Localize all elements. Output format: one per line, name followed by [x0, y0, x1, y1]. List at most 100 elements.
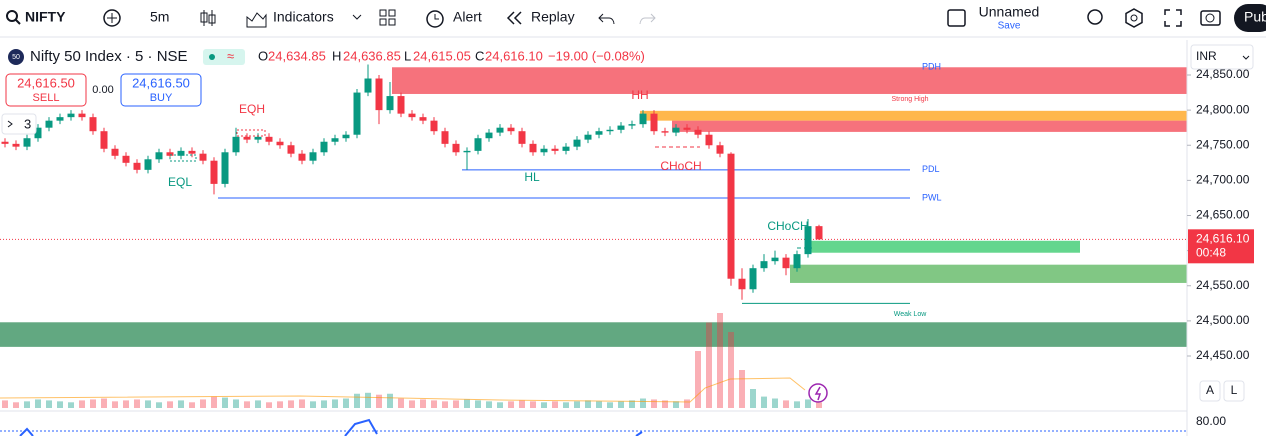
replay[interactable]: Replay: [531, 9, 575, 25]
candle-body: [320, 141, 328, 153]
candle-body: [188, 150, 196, 154]
publish[interactable]: Pub: [1244, 9, 1266, 25]
candle-body: [562, 146, 570, 151]
save[interactable]: Save: [998, 21, 1021, 32]
volume-bar: [464, 399, 470, 408]
candle-body: [474, 138, 482, 151]
volume-bar: [695, 351, 701, 408]
candle-body: [518, 131, 526, 144]
volume-bar: [255, 400, 261, 408]
volume-bar: [354, 393, 360, 408]
candle-body: [694, 129, 702, 135]
volume-bar: [585, 400, 591, 408]
volume-bar: [442, 401, 448, 408]
annotation: Strong High: [892, 96, 929, 103]
volume-bar: [79, 400, 85, 408]
eqh-box: [236, 129, 266, 137]
auto-button[interactable]: [1199, 380, 1221, 402]
volume-bar: [57, 401, 63, 408]
candle-body: [210, 160, 218, 184]
level-label: PDL: [922, 164, 940, 174]
volume-bar: [211, 396, 217, 408]
layout-name[interactable]: Unnamed: [979, 4, 1040, 20]
volume-bar: [640, 398, 646, 408]
alert[interactable]: Alert: [453, 9, 482, 25]
volume-bar: [816, 402, 822, 408]
candle-body: [375, 78, 383, 111]
volume-bar: [200, 399, 206, 408]
volume-bar: [233, 399, 239, 408]
volume-bar: [46, 400, 52, 408]
volume-bar: [189, 402, 195, 408]
candle-body: [573, 139, 581, 147]
buy: BUY: [150, 92, 173, 104]
o: O: [258, 48, 268, 63]
volume-bar: [376, 394, 382, 408]
volume-bar: [167, 401, 173, 408]
volume-bar: [629, 400, 635, 408]
zone: [392, 67, 1187, 94]
candle-body: [331, 138, 339, 142]
y-tick-label: 24,500.00: [1196, 313, 1250, 327]
volume-bar: [2, 400, 8, 408]
volume-bar: [541, 402, 547, 408]
volume-bar: [530, 401, 536, 408]
candle-body: [485, 132, 493, 139]
volume-bar: [563, 402, 569, 408]
annotation: EQL: [168, 175, 192, 189]
candle-body: [100, 131, 108, 149]
interval[interactable]: 5m: [150, 9, 169, 25]
zone: [805, 240, 1080, 253]
volume-bar: [288, 400, 294, 408]
count: 3: [24, 116, 31, 131]
candle-body: [595, 131, 603, 135]
volume-bar: [387, 393, 393, 408]
volume-bar: [662, 400, 668, 408]
candle-body: [727, 153, 735, 279]
candle-body: [551, 148, 559, 151]
candle-body: [661, 131, 669, 133]
l: L: [404, 48, 411, 63]
price-tag-value: 24,616.10: [1196, 231, 1250, 245]
buy-button[interactable]: [120, 73, 202, 107]
candle-body: [353, 92, 361, 135]
volume-bar: [684, 399, 690, 408]
candle-body: [243, 136, 251, 140]
candle-body: [397, 96, 405, 114]
collapse[interactable]: [1, 113, 37, 135]
candle-body: [716, 145, 724, 154]
candle-body: [584, 134, 592, 140]
y-tick-label: 24,650.00: [1196, 208, 1250, 222]
symbol[interactable]: NIFTY: [25, 9, 66, 25]
volume-bar: [508, 401, 514, 408]
legend: 50 Nifty 50 Index · 5 · NSE ≈ O 24,634.8…: [1, 48, 645, 135]
volume-bar: [343, 398, 349, 408]
candle-body: [540, 148, 548, 153]
candle-body: [364, 78, 372, 93]
volume-bar: [68, 402, 74, 408]
annotation: CHoCH: [767, 219, 808, 233]
volume-bar: [24, 401, 30, 408]
candle-body: [56, 117, 64, 121]
volume-bar: [222, 397, 228, 408]
volume-bar: [486, 401, 492, 408]
candle-body: [430, 120, 438, 132]
volume-bar: [101, 398, 107, 408]
volume-bar: [332, 399, 338, 408]
volume-bar: [321, 400, 327, 408]
volume-bar: [805, 399, 811, 408]
candle-body: [309, 152, 317, 161]
y-tick-label: 24,550.00: [1196, 278, 1250, 292]
sell-button[interactable]: [5, 73, 87, 107]
volume-bar: [750, 389, 756, 408]
annotation: CHoCH: [660, 159, 701, 173]
indicators[interactable]: Indicators: [273, 9, 334, 25]
currency[interactable]: INR: [1196, 49, 1217, 63]
high: 24,636.85: [343, 48, 401, 63]
candle-body: [133, 162, 141, 170]
log-button[interactable]: [1223, 380, 1245, 402]
candle-body: [232, 136, 240, 153]
icon: ≈: [227, 48, 234, 63]
candle-body: [738, 278, 746, 290]
